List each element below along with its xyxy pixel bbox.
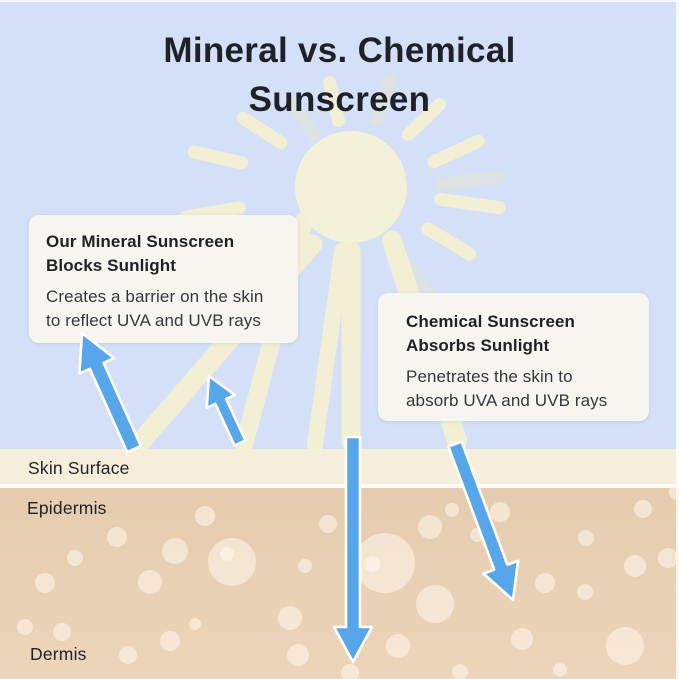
chemical-sunscreen-callout: Chemical Sunscreen Absorbs Sunlight Pene… — [378, 293, 649, 421]
skin-surface-label: Skin Surface — [28, 458, 130, 478]
dermis-bubble — [162, 538, 188, 564]
dermis-bubble — [511, 628, 533, 650]
dermis-bubble — [535, 573, 555, 593]
mineral-sunscreen-callout: Our Mineral Sunscreen Blocks Sunlight Cr… — [29, 215, 298, 343]
dermis-bubble — [452, 664, 468, 679]
dermis-bubble — [189, 618, 201, 630]
dermis-bubble — [355, 533, 415, 593]
dermis-bubble — [53, 623, 71, 641]
dermis-bubble — [341, 664, 359, 679]
dermis-bubble — [107, 527, 127, 547]
dermis-bubble — [319, 515, 337, 533]
dermis-bubble — [577, 584, 593, 600]
dermis-bubble — [553, 663, 567, 677]
sun-beam — [341, 241, 361, 451]
dermis-label: Dermis — [30, 644, 87, 664]
mineral-callout-heading: Our Mineral Sunscreen Blocks Sunlight — [46, 232, 235, 275]
dermis-bubble — [658, 548, 678, 568]
image-edge-top — [0, 0, 679, 2]
dermis-bubble — [386, 634, 410, 658]
dermis-bubble — [138, 570, 162, 594]
chemical-callout-body: Penetrates the skin to absorb UVA and UV… — [406, 367, 608, 410]
dermis-bubble — [160, 631, 180, 651]
mineral-callout-body: Creates a barrier on the skin to reflect… — [46, 287, 264, 330]
dermis-bubble — [298, 559, 312, 573]
dermis-bubble — [470, 528, 484, 542]
dermis-bubble — [17, 619, 33, 635]
dermis-bubble — [445, 503, 459, 517]
dermis-bubble — [490, 502, 510, 522]
image-edge-right — [676, 0, 679, 679]
dermis-bubble — [208, 538, 256, 586]
dermis-bubble — [669, 484, 679, 500]
dermis-bubble — [195, 506, 215, 526]
dermis-bubble — [606, 627, 644, 665]
page-title: Mineral vs. Chemical Sunscreen — [163, 31, 516, 119]
dermis-bubble — [35, 573, 55, 593]
chemical-callout-heading: Chemical Sunscreen Absorbs Sunlight — [406, 312, 576, 355]
dermis-bubble — [624, 555, 646, 577]
epidermis-label: Epidermis — [27, 498, 107, 518]
dermis-bubble — [278, 606, 302, 630]
dermis-bubble — [634, 500, 652, 518]
sun-icon — [295, 131, 407, 243]
dermis-bubble — [119, 646, 137, 664]
dermis-bubble — [67, 550, 83, 566]
dermis-bubble — [287, 644, 309, 666]
dermis-bubble — [578, 530, 594, 546]
dermis-bubble — [416, 585, 454, 623]
dermis-bubble — [418, 515, 442, 539]
